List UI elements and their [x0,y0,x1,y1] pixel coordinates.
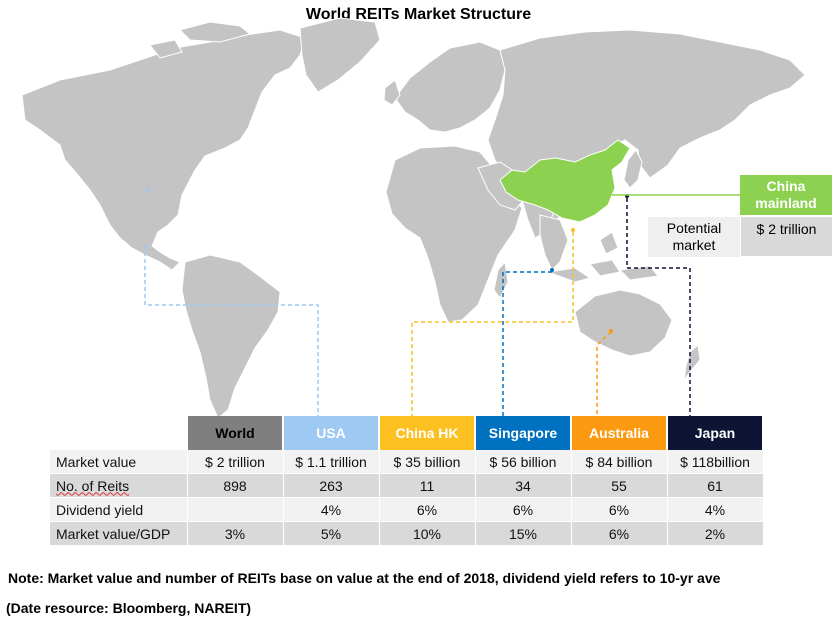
greenland-landmass [299,17,381,93]
indonesia-islands [547,231,659,283]
australia-landmass [574,289,673,357]
uk-landmass [383,79,401,106]
europe-landmass [394,41,506,133]
table-cell: 34 [475,473,572,498]
table-row: No. of Reits 898 263 11 34 55 61 [50,473,764,498]
table-row: Market value/GDP 3% 5% 10% 15% 6% 2% [50,521,764,546]
table-cell: $ 2 trillion [187,450,284,474]
potential-market-value: $ 2 trillion [741,216,832,256]
chart-title: World REITs Market Structure [305,6,532,23]
data-source: (Date resource: Bloomberg, NAREIT) [6,600,252,616]
row-label: No. of Reits [50,473,188,498]
row-label: Market value [50,450,188,474]
table-row: Dividend yield 4% 6% 6% 6% 4% [50,497,764,522]
connector-japan [626,198,691,416]
table-cell: 55 [571,473,668,498]
madagascar-landmass [493,260,509,299]
connector-singapore [502,271,552,416]
table-cell: 3% [187,521,284,546]
table-corner [50,416,188,450]
table-cell [187,497,284,522]
column-header-world: World [187,416,284,450]
connector-australia [596,331,612,416]
table-header-row: World USA China HK Singapore Australia J… [50,416,764,450]
arctic-islands [149,21,252,59]
row-label: Market value/GDP [50,521,188,546]
china-mainland-header: China mainland [740,175,832,215]
table-cell: $ 56 billion [475,450,572,474]
table-cell: 4% [667,497,764,522]
connector-usa [144,245,319,416]
new-zealand-landmass [683,344,701,381]
south-america-landmass [181,254,281,419]
table-cell: 10% [379,521,476,546]
connector-china-hk [411,232,574,416]
potential-market-label: Potential market [648,216,740,257]
column-header-japan: Japan [667,416,764,450]
world-map [21,17,806,419]
table-cell: 2% [667,521,764,546]
table-cell: $ 118billion [667,450,764,474]
footnote: Note: Market value and number of REITs b… [8,570,721,586]
row-label: Dividend yield [50,497,188,522]
column-header-usa: USA [283,416,380,450]
china-hk-marker [571,228,575,232]
reits-data-table: World USA China HK Singapore Australia J… [50,416,764,546]
table-cell: $ 84 billion [571,450,668,474]
table-cell: 6% [571,521,668,546]
table-cell: 5% [283,521,380,546]
table-row: Market value $ 2 trillion $ 1.1 trillion… [50,450,764,474]
table-cell: 6% [475,497,572,522]
column-header-china-hk: China HK [379,416,476,450]
table-cell: $ 1.1 trillion [283,450,380,474]
japan-landmass [623,149,643,189]
table-cell: 4% [283,497,380,522]
row-label-text: No. of Reits [56,477,130,494]
table-cell: 15% [475,521,572,546]
table-cell: 61 [667,473,764,498]
column-header-australia: Australia [571,416,668,450]
table-cell: 6% [571,497,668,522]
column-header-singapore: Singapore [475,416,572,450]
singapore-marker [550,268,554,272]
north-america-landmass [21,29,306,271]
table-cell: $ 35 billion [379,450,476,474]
table-cell: 898 [187,473,284,498]
usa-marker [146,188,150,192]
table-cell: 11 [379,473,476,498]
table-cell: 263 [283,473,380,498]
china-mainland-region [499,139,631,223]
table-cell: 6% [379,497,476,522]
southeast-asia-landmass [539,214,569,271]
